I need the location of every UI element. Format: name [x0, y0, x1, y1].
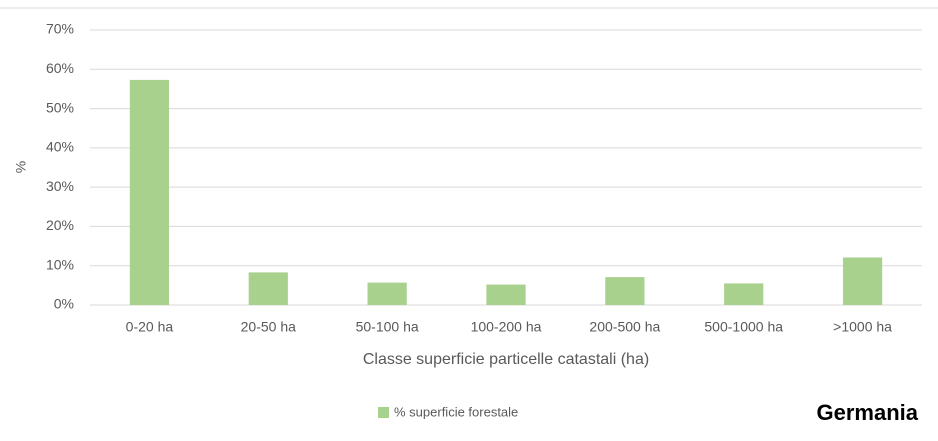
y-tick-label: 40%	[46, 139, 74, 155]
y-tick-label: 70%	[46, 21, 74, 37]
legend-label: % superficie forestale	[394, 404, 518, 419]
x-tick-label: 200-500 ha	[589, 319, 660, 335]
x-axis-label: Classe superficie particelle catastali (…	[363, 351, 649, 368]
legend-swatch	[378, 407, 389, 418]
x-tick-label: >1000 ha	[833, 319, 892, 335]
bar	[842, 257, 883, 305]
bar	[486, 284, 526, 305]
bar	[367, 282, 407, 305]
bar	[724, 283, 764, 305]
y-tick-label: 50%	[46, 99, 74, 115]
x-tick-label: 20-50 ha	[241, 319, 296, 335]
annotation: Germania	[817, 400, 919, 425]
bar	[605, 277, 645, 305]
x-tick-label: 50-100 ha	[356, 319, 419, 335]
y-tick-label: 0%	[54, 296, 74, 312]
x-tick-label: 0-20 ha	[126, 319, 174, 335]
y-tick-label: 10%	[46, 256, 74, 272]
x-tick-label: 500-1000 ha	[704, 319, 783, 335]
bar	[248, 272, 288, 305]
y-axis-label: %	[13, 161, 29, 173]
x-tick-label: 100-200 ha	[471, 319, 542, 335]
y-tick-label: 60%	[46, 60, 74, 76]
y-tick-label: 20%	[46, 217, 74, 233]
y-tick-label: 30%	[46, 178, 74, 194]
bar	[129, 79, 170, 306]
